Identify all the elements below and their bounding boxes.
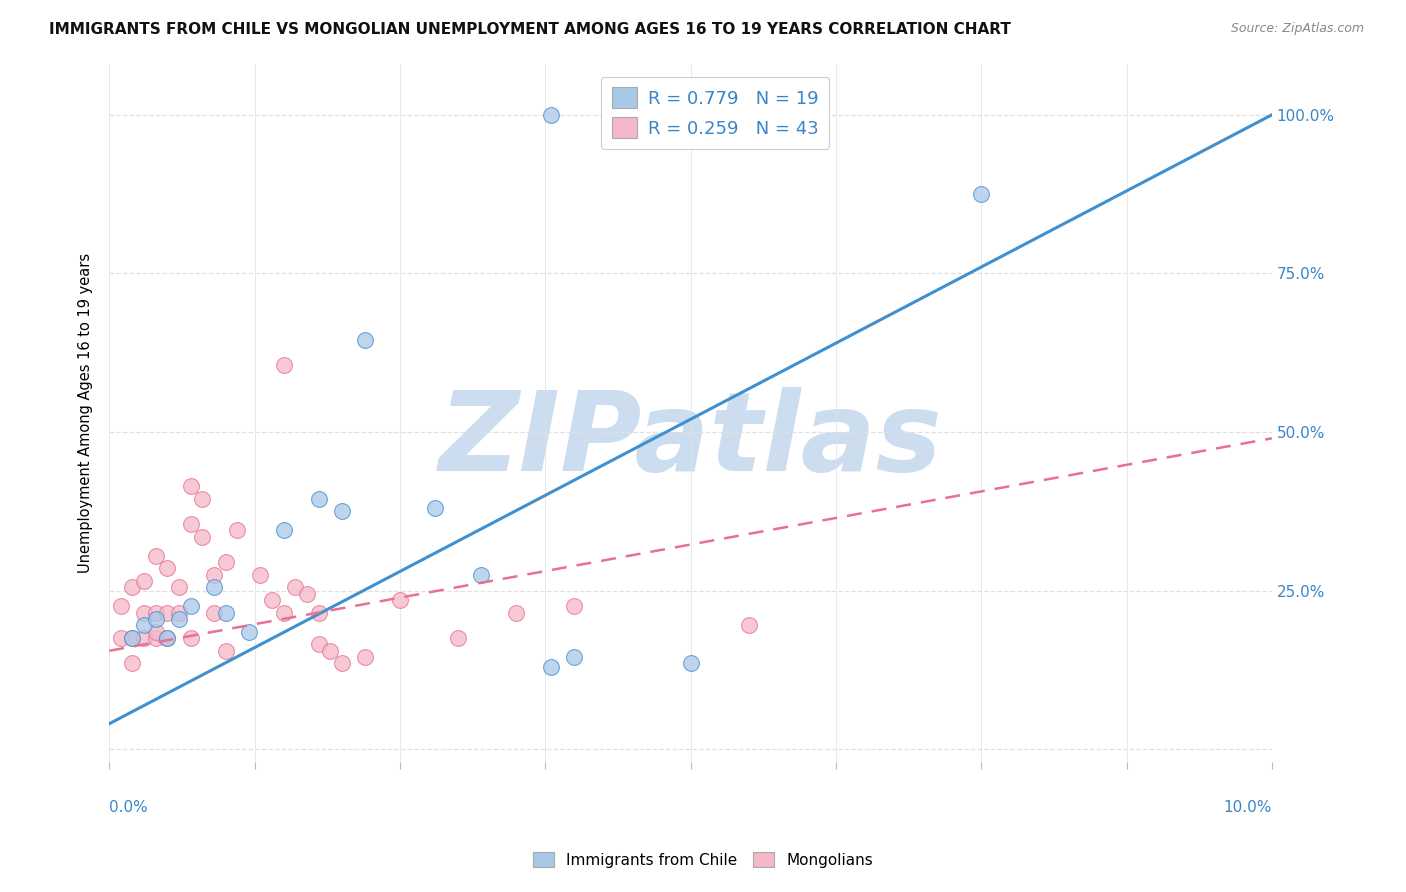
Point	[145, 631, 167, 645]
Point	[249, 567, 271, 582]
Legend: Immigrants from Chile, Mongolians: Immigrants from Chile, Mongolians	[527, 846, 879, 873]
Point	[388, 593, 411, 607]
Point	[273, 523, 295, 537]
Point	[226, 523, 249, 537]
Point	[121, 657, 143, 671]
Point	[354, 650, 377, 665]
Point	[330, 504, 353, 518]
Point	[167, 580, 190, 594]
Point	[505, 606, 527, 620]
Point	[562, 650, 585, 665]
Point	[214, 644, 236, 658]
Y-axis label: Unemployment Among Ages 16 to 19 years: Unemployment Among Ages 16 to 19 years	[79, 252, 93, 573]
Point	[134, 606, 156, 620]
Point	[167, 606, 190, 620]
Point	[167, 612, 190, 626]
Point	[134, 631, 156, 645]
Point	[180, 631, 202, 645]
Point	[134, 574, 156, 588]
Point	[273, 606, 295, 620]
Text: 10.0%: 10.0%	[1223, 800, 1272, 815]
Point	[238, 624, 260, 639]
Point	[284, 580, 307, 594]
Point	[156, 631, 179, 645]
Point	[180, 516, 202, 531]
Point	[540, 108, 562, 122]
Point	[202, 580, 225, 594]
Point	[121, 580, 143, 594]
Point	[214, 555, 236, 569]
Point	[134, 618, 156, 632]
Point	[145, 624, 167, 639]
Point	[540, 659, 562, 673]
Point	[354, 333, 377, 347]
Point	[562, 599, 585, 614]
Point	[214, 606, 236, 620]
Point	[191, 491, 214, 506]
Point	[180, 599, 202, 614]
Text: IMMIGRANTS FROM CHILE VS MONGOLIAN UNEMPLOYMENT AMONG AGES 16 TO 19 YEARS CORREL: IMMIGRANTS FROM CHILE VS MONGOLIAN UNEMP…	[49, 22, 1011, 37]
Point	[121, 631, 143, 645]
Point	[202, 606, 225, 620]
Point	[180, 479, 202, 493]
Point	[308, 637, 330, 651]
Point	[121, 631, 143, 645]
Point	[260, 593, 283, 607]
Point	[308, 606, 330, 620]
Point	[679, 657, 702, 671]
Text: ZIPatlas: ZIPatlas	[439, 387, 942, 494]
Point	[330, 657, 353, 671]
Point	[156, 631, 179, 645]
Point	[447, 631, 470, 645]
Point	[273, 359, 295, 373]
Point	[156, 606, 179, 620]
Point	[145, 606, 167, 620]
Text: Source: ZipAtlas.com: Source: ZipAtlas.com	[1230, 22, 1364, 36]
Point	[145, 549, 167, 563]
Point	[295, 587, 318, 601]
Point	[202, 567, 225, 582]
Point	[145, 612, 167, 626]
Point	[470, 567, 492, 582]
Point	[738, 618, 761, 632]
Legend: R = 0.779   N = 19, R = 0.259   N = 43: R = 0.779 N = 19, R = 0.259 N = 43	[600, 77, 830, 149]
Point	[191, 530, 214, 544]
Point	[308, 491, 330, 506]
Point	[423, 501, 446, 516]
Text: 0.0%: 0.0%	[110, 800, 148, 815]
Point	[156, 561, 179, 575]
Point	[110, 631, 132, 645]
Point	[319, 644, 342, 658]
Point	[970, 187, 993, 202]
Point	[110, 599, 132, 614]
